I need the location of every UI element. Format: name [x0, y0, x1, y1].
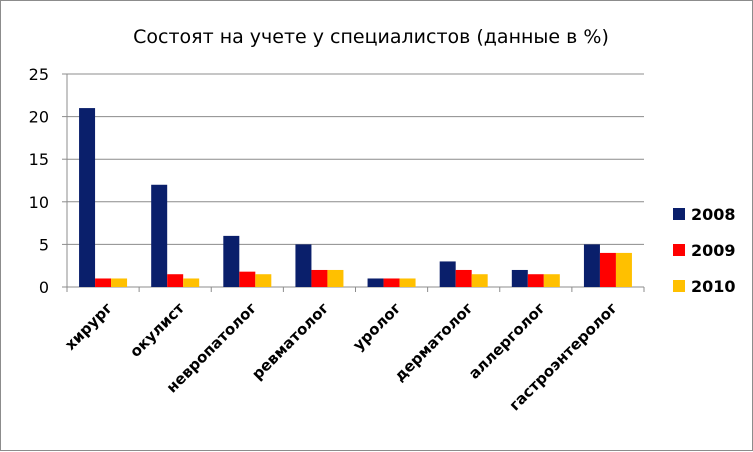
legend: 2008 2009 2010	[673, 205, 736, 296]
y-tick-label: 25	[29, 65, 49, 84]
bar-2009-ревматолог	[311, 269, 328, 287]
bar-2008-уролог	[367, 278, 384, 287]
legend-swatch-2010	[673, 280, 685, 292]
bar-2008-ревматолог	[295, 244, 312, 287]
y-tick-label: 10	[29, 193, 49, 212]
y-tick-label: 15	[29, 150, 49, 169]
bar-2009-дерматолог	[455, 269, 472, 287]
bar-2010-хирург	[111, 278, 128, 287]
bar-2009-аллерголог	[527, 274, 544, 287]
bar-2010-невропатолог	[255, 274, 272, 287]
chart-title: Состоят на учете у специалистов (данные …	[133, 26, 609, 48]
y-tick-label: 0	[39, 278, 49, 297]
y-tick-label: 20	[29, 108, 49, 127]
bar-2010-уролог	[399, 278, 416, 287]
legend-label-2009: 2009	[691, 241, 736, 260]
bar-2010-окулист	[183, 278, 200, 287]
bar-2009-уролог	[383, 278, 400, 287]
x-category-label: окулист	[126, 299, 188, 361]
legend-swatch-2009	[673, 244, 685, 256]
legend-swatch-2008	[673, 208, 685, 220]
bar-2010-гастроэнтеролог	[615, 252, 632, 287]
axes: 0 5 10 15 20 25	[29, 65, 645, 297]
y-tick-label: 5	[39, 235, 49, 254]
bar-2008-дерматолог	[439, 261, 456, 287]
bar-2009-невропатолог	[239, 271, 256, 287]
bar-2008-гастроэнтеролог	[583, 244, 600, 287]
bar-2008-хирург	[79, 108, 96, 287]
bar-2009-гастроэнтеролог	[599, 252, 616, 287]
bar-2010-ревматолог	[327, 269, 344, 287]
bar-2008-невропатолог	[223, 235, 240, 287]
bar-2009-окулист	[167, 274, 184, 287]
bar-2010-аллерголог	[543, 274, 560, 287]
bar-2010-дерматолог	[471, 274, 488, 287]
legend-label-2010: 2010	[691, 277, 736, 296]
x-category-label: уролог	[349, 299, 404, 354]
bars	[79, 108, 632, 287]
x-category-label: ревматолог	[248, 299, 332, 383]
legend-label-2008: 2008	[691, 205, 736, 224]
bar-2008-аллерголог	[511, 269, 528, 287]
x-category-label: хирург	[61, 299, 116, 354]
bar-2009-хирург	[95, 278, 112, 287]
bar-2008-окулист	[151, 184, 168, 287]
